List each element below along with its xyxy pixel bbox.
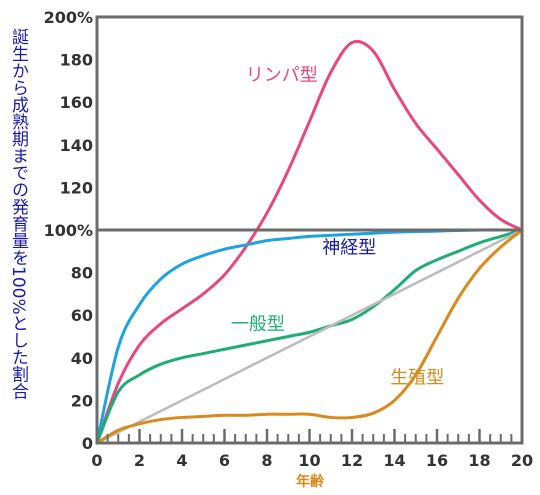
y-tick-label: 120 <box>60 178 93 197</box>
y-tick-label: 20 <box>71 391 93 410</box>
y-tick-label: 180 <box>60 51 93 70</box>
x-tick-label: 18 <box>468 451 490 470</box>
series-label-2: 一般型 <box>231 314 285 335</box>
x-tick-label: 8 <box>261 451 272 470</box>
x-tick-label: 0 <box>91 451 102 470</box>
y-tick-label: 60 <box>71 306 93 325</box>
y-tick-label: 80 <box>71 264 93 283</box>
series-line-1 <box>95 228 524 445</box>
x-tick-label: 12 <box>341 451 363 470</box>
x-axis-label: 年齢 <box>296 473 325 490</box>
y-tick-label: 140 <box>60 136 93 155</box>
y-axis-label: 誕生から成熟期までの発育量を100%とした割合 <box>8 28 28 400</box>
series-layer <box>95 39 524 445</box>
series-line-2 <box>95 228 524 445</box>
x-tick-label: 10 <box>298 451 320 470</box>
x-tick-label: 6 <box>219 451 230 470</box>
x-tick-label: 2 <box>134 451 145 470</box>
y-tick-label: 200% <box>44 8 93 27</box>
series-label-3: 生殖型 <box>390 366 444 388</box>
series-line-0 <box>95 39 524 445</box>
series-label-0: リンパ型 <box>246 65 318 86</box>
x-tick-label: 20 <box>511 451 533 470</box>
series-label-1: 神経型 <box>322 237 376 258</box>
x-tick-label: 14 <box>383 451 405 470</box>
y-tick-label: 160 <box>60 93 93 112</box>
series-line-4 <box>95 228 524 445</box>
y-tick-label: 0 <box>82 434 93 453</box>
x-tick-label: 4 <box>176 451 187 470</box>
y-tick-label: 40 <box>71 349 93 368</box>
reference-diagonal-line <box>95 228 524 445</box>
tick-layer: 0 2 4 6 8 10 12 14 16 18 20 0 20 40 60 80 100% 120 140 160 1… <box>44 8 534 470</box>
x-tick-label: 16 <box>426 451 448 470</box>
y-tick-label: 100% <box>44 221 93 240</box>
